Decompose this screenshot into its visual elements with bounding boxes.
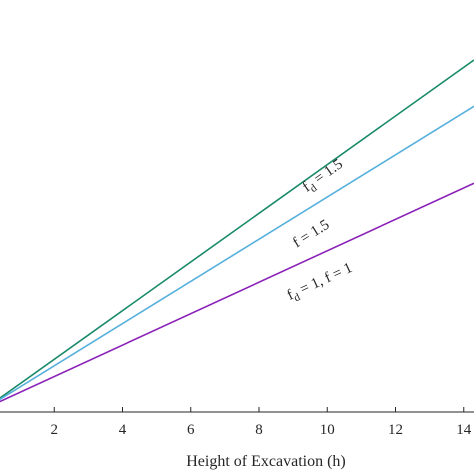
x-tick-label: 6 <box>187 422 195 438</box>
series-line-2 <box>0 105 474 401</box>
x-tick-label: 12 <box>388 422 403 438</box>
x-tick-label: 4 <box>119 422 127 438</box>
x-tick-label: 14 <box>456 422 472 438</box>
series-annotation-2: f = 1.5 <box>290 217 332 251</box>
x-axis-label: Height of Excavation (h) <box>186 453 346 470</box>
series-line-3 <box>0 182 474 403</box>
series-annotation-3: fd = 1, f = 1 <box>285 260 356 307</box>
annotations: fd = 1.5 f = 1.5 fd = 1, f = 1 <box>285 156 356 307</box>
series-lines <box>0 59 474 403</box>
x-tick-label: 2 <box>51 422 59 438</box>
series-line-1 <box>0 59 474 399</box>
series-annotation-1: fd = 1.5 <box>300 156 348 198</box>
x-tick-label: 8 <box>255 422 263 438</box>
x-ticks: 2 4 6 8 10 12 14 <box>51 407 472 438</box>
x-tick-label: 10 <box>320 422 335 438</box>
